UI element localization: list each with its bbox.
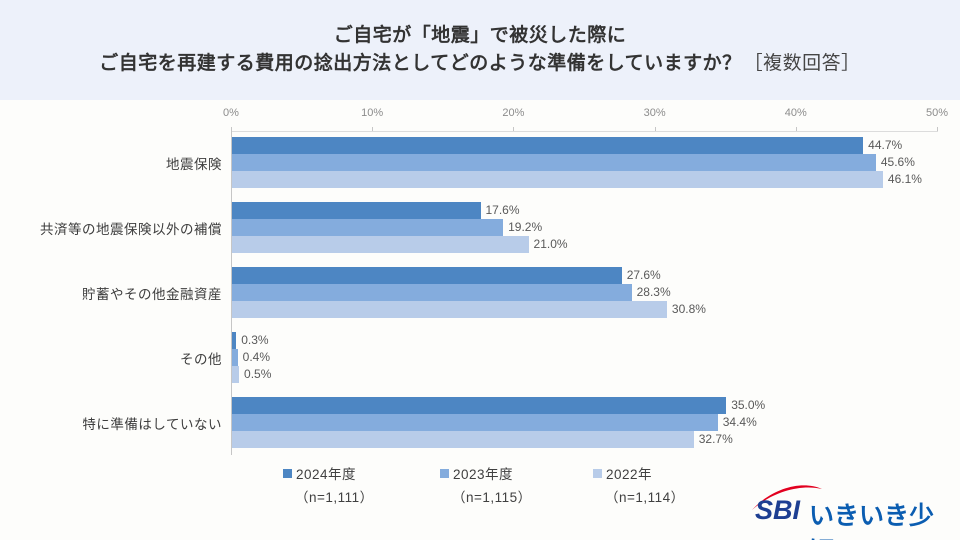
category-group: 貯蓄やその他金融資産 27.6% 28.3% 30.8%: [0, 267, 960, 318]
sbi-logo: SBI いきいき少短: [748, 478, 958, 540]
category-label: 特に準備はしていない: [82, 416, 222, 432]
bar-value-label: 0.3%: [241, 333, 269, 347]
legend-marker: [440, 468, 449, 478]
bar-value-label: 28.3%: [636, 285, 671, 299]
bar-value-label: 0.4%: [242, 350, 270, 364]
bar-2022年: [232, 431, 694, 448]
bar-row: 0.3%: [232, 332, 271, 349]
category-label: 地震保険: [166, 156, 222, 172]
bar-row: 17.6%: [232, 202, 568, 219]
category-label: その他: [180, 351, 222, 367]
category-bars: 0.3% 0.4% 0.5%: [232, 332, 271, 383]
bar-row: 0.4%: [232, 349, 271, 366]
bar-value-label: 35.0%: [731, 398, 766, 412]
legend-n-label: （n=1,114）: [605, 490, 685, 505]
chart-title-note: ［複数回答］: [743, 53, 861, 74]
bar-value-label: 45.6%: [880, 155, 915, 169]
legend-entry: 2023年度: [440, 463, 532, 483]
bar-value-label: 34.4%: [722, 415, 757, 429]
legend-item: 2022年 （n=1,114）: [593, 463, 685, 506]
bar-value-label: 27.6%: [626, 268, 661, 282]
title-band: ご自宅が「地震」で被災した際に ご自宅を再建する費用の捻出方法としてどのような準…: [0, 0, 960, 100]
chart-title-line2: ご自宅を再建する費用の捻出方法としてどのような準備をしていますか？ ［複数回答］: [99, 50, 860, 78]
legend-item: 2023年度 （n=1,115）: [440, 463, 532, 506]
y-axis-line: [231, 131, 232, 455]
bar-2024年度: [232, 397, 727, 414]
bar-2023年度: [232, 284, 632, 301]
legend-entry: 2022年: [593, 463, 685, 483]
x-tick-label: 20%: [502, 107, 525, 119]
bar-row: 21.0%: [232, 236, 568, 253]
bar-2023年度: [232, 414, 718, 431]
bar-2023年度: [232, 349, 238, 366]
x-axis-line: [231, 131, 938, 132]
bar-row: 0.5%: [232, 366, 271, 383]
x-tickmark: [937, 127, 938, 131]
x-tickmark: [372, 127, 374, 131]
bar-value-label: 21.0%: [533, 237, 568, 251]
bar-2024年度: [232, 267, 622, 284]
bar-row: 19.2%: [232, 219, 568, 236]
bar-row: 30.8%: [232, 301, 706, 318]
legend-series-label: 2024年度: [296, 467, 357, 482]
bar-2024年度: [232, 202, 481, 219]
x-tick-label: 30%: [643, 107, 666, 119]
category-label: 共済等の地震保険以外の補償: [40, 221, 222, 237]
category-group: 地震保険 44.7% 45.6% 46.1%: [0, 137, 960, 188]
category-group: 特に準備はしていない 35.0% 34.4% 32.7%: [0, 397, 960, 448]
category-bars: 17.6% 19.2% 21.0%: [232, 202, 568, 253]
chart-title-line2-text: ご自宅を再建する費用の捻出方法としてどのような準備をしていますか？: [99, 53, 742, 74]
bar-value-label: 17.6%: [485, 203, 520, 217]
bar-row: 32.7%: [232, 431, 765, 448]
bar-row: 46.1%: [232, 171, 922, 188]
bar-2024年度: [232, 332, 237, 349]
bar-row: 28.3%: [232, 284, 706, 301]
bar-2022年: [232, 236, 529, 253]
x-tickmark: [654, 127, 656, 131]
bar-2022年: [232, 366, 240, 383]
legend-n-label: （n=1,111）: [295, 490, 374, 505]
bar-2022年: [232, 301, 667, 318]
legend-n-label: （n=1,115）: [452, 490, 532, 505]
bar-row: 27.6%: [232, 267, 706, 284]
bar-row: 34.4%: [232, 414, 765, 431]
bar-2024年度: [232, 137, 864, 154]
bar-value-label: 32.7%: [698, 432, 733, 446]
bar-row: 45.6%: [232, 154, 922, 171]
x-tick-label: 0%: [223, 107, 239, 119]
x-tickmark: [231, 127, 232, 131]
legend-series-label: 2023年度: [453, 467, 514, 482]
category-bars: 44.7% 45.6% 46.1%: [232, 137, 922, 188]
bar-row: 44.7%: [232, 137, 922, 154]
bar-value-label: 30.8%: [671, 302, 706, 316]
category-bars: 27.6% 28.3% 30.8%: [232, 267, 706, 318]
bar-row: 35.0%: [232, 397, 765, 414]
bar-2022年: [232, 171, 883, 188]
logo-swoosh-icon: [752, 485, 822, 510]
bar-2023年度: [232, 219, 504, 236]
x-tick-label: 50%: [925, 107, 949, 119]
category-group: 共済等の地震保険以外の補償 17.6% 19.2% 21.0%: [0, 202, 960, 253]
bar-value-label: 46.1%: [887, 172, 922, 186]
legend-marker: [283, 468, 292, 478]
category-label: 貯蓄やその他金融資産: [82, 286, 222, 302]
bar-value-label: 44.7%: [868, 138, 903, 152]
category-group: その他 0.3% 0.4% 0.5%: [0, 332, 960, 383]
x-tick-label: 10%: [361, 107, 384, 119]
logo-brand-text: いきいき少短: [809, 502, 935, 540]
chart-title-line1: ご自宅が「地震」で被災した際に: [333, 25, 627, 46]
legend-item: 2024年度 （n=1,111）: [283, 463, 374, 506]
legend-series-label: 2022年: [606, 467, 653, 482]
bar-2023年度: [232, 154, 876, 171]
x-tickmark: [513, 127, 515, 131]
x-tickmark: [795, 127, 797, 131]
legend-marker: [593, 468, 602, 478]
legend-entry: 2024年度: [283, 463, 374, 483]
x-tick-label: 40%: [784, 107, 807, 119]
logo-sbi-text: SBI: [755, 495, 801, 525]
bar-value-label: 19.2%: [508, 220, 543, 234]
category-bars: 35.0% 34.4% 32.7%: [232, 397, 765, 448]
bar-value-label: 0.5%: [244, 367, 272, 381]
